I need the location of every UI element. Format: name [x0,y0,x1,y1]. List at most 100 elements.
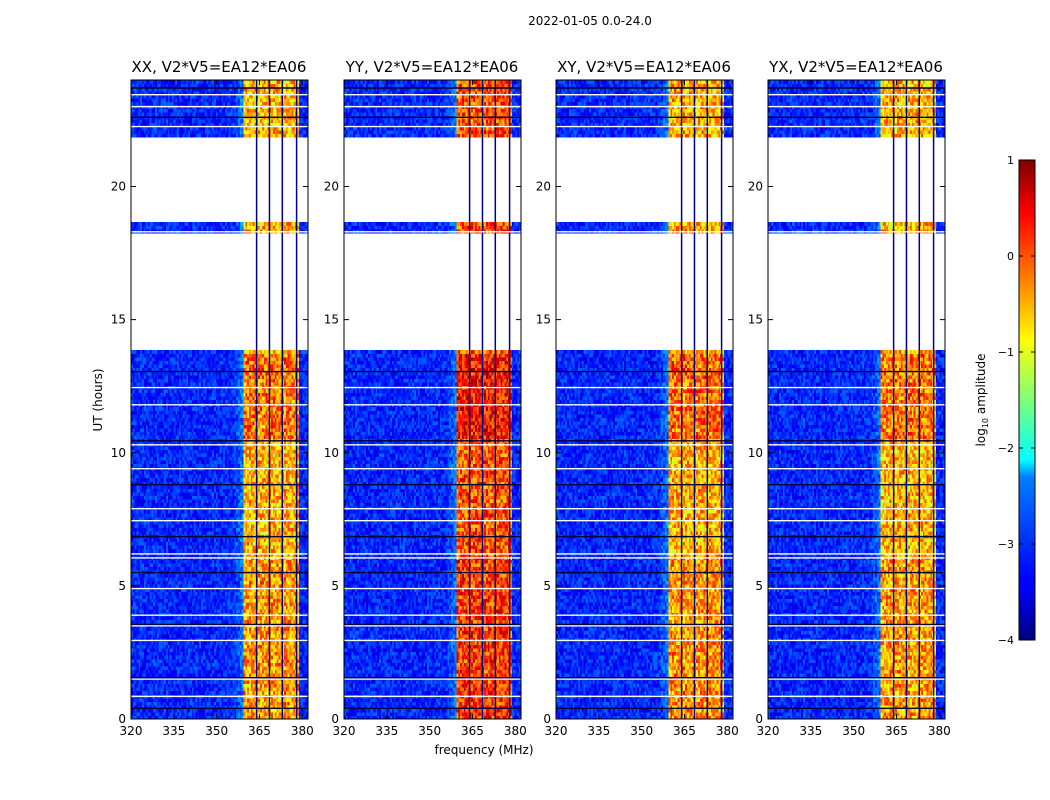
heatmap-cell [160,701,163,706]
heatmap-cell [243,662,246,667]
heatmap-cell [147,704,151,709]
heatmap-cell [252,701,256,706]
heatmap-cell [226,697,230,702]
heatmap-cell [184,708,187,713]
heatmap-cell [289,679,292,685]
heatmap-cell [221,669,224,674]
heatmap-cell [142,679,145,685]
heatmap-cell [265,715,269,720]
heatmap-cell [217,690,221,695]
heatmap-cell [221,672,224,677]
heatmap-cell [131,701,134,706]
heatmap-cell [236,704,239,709]
heatmap-cell [223,672,226,677]
heatmap-cell [284,697,287,702]
heatmap-cell [284,687,287,692]
heatmap-cell [145,672,149,677]
heatmap-cell [199,704,202,709]
heatmap-cell [265,704,269,709]
heatmap-cell [241,711,245,717]
heatmap-cell [276,662,280,667]
heatmap-cell [156,711,160,717]
heatmap-cell [226,690,230,695]
heatmap-cell [142,658,145,663]
heatmap-cell [166,683,169,688]
heatmap-cell [140,687,143,692]
heatmap-cell [173,704,176,709]
heatmap-cell [267,715,270,720]
heatmap-cell [149,704,152,709]
heatmap-cell [131,662,134,667]
heatmap-cell [236,715,239,720]
heatmap-cell [291,701,294,706]
heatmap-cell [193,711,197,717]
heatmap-cell [261,683,265,688]
heatmap-cell [267,697,270,702]
heatmap-cell [140,669,143,674]
heatmap-cell [171,708,174,713]
heatmap-cell [289,704,292,709]
heatmap-cell [239,701,243,706]
heatmap-cell [287,679,291,685]
heatmap-cell [153,711,156,717]
heatmap-cell [302,679,305,685]
heatmap-cell [151,687,154,692]
heatmap-cell [208,669,211,674]
heatmap-cell [291,715,294,720]
heatmap-cell [132,690,136,695]
heatmap-cell [232,711,235,717]
heatmap-cell [245,669,248,674]
heatmap-cell [219,704,222,709]
heatmap-cell [153,697,156,702]
heatmap-cell [223,690,226,695]
heatmap-cell [162,701,165,706]
heatmap-cell [263,665,267,670]
heatmap-cell [302,715,305,720]
heatmap-cell [225,715,228,720]
heatmap-cell [171,711,174,717]
heatmap-cell [184,715,187,720]
heatmap-cell [265,690,269,695]
heatmap-cell [245,672,248,677]
heatmap-cell [272,701,276,706]
heatmap-cell [169,697,173,702]
heatmap-cell [215,672,219,677]
heatmap-cell [171,715,174,720]
heatmap-cell [199,658,202,663]
heatmap-cell [142,690,145,695]
heatmap-cell [143,704,147,709]
heatmap-cell [293,662,296,667]
heatmap-cell [300,672,304,677]
heatmap-cell [171,672,174,677]
heatmap-cell [210,683,213,688]
heatmap-cell [190,701,193,706]
heatmap-cell [206,665,210,670]
heatmap-cell [226,683,230,688]
heatmap-cell [228,662,232,667]
heatmap-cell [291,704,294,709]
heatmap-cell [197,687,200,692]
heatmap-cell [142,672,145,677]
heatmap-cell [134,683,138,688]
heatmap-cell [160,679,163,685]
heatmap-cell [167,704,171,709]
heatmap-cell [271,708,274,713]
heatmap-cell [147,711,151,717]
heatmap-cell [191,679,195,685]
heatmap-cell [276,704,280,709]
heatmap-cell [195,658,198,663]
heatmap-cell [236,683,239,688]
heatmap-cell [142,683,145,688]
heatmap-cell [228,708,232,713]
heatmap-cell [269,701,272,706]
heatmap-cell [204,697,208,702]
heatmap-cell [151,672,154,677]
heatmap-cell [239,697,243,702]
heatmap-cell [162,708,165,713]
heatmap-cell [230,683,233,688]
heatmap-cell [186,704,189,709]
heatmap-cell [186,683,189,688]
heatmap-cell [195,679,198,685]
heatmap-cell [166,665,169,670]
heatmap-cell [134,679,138,685]
